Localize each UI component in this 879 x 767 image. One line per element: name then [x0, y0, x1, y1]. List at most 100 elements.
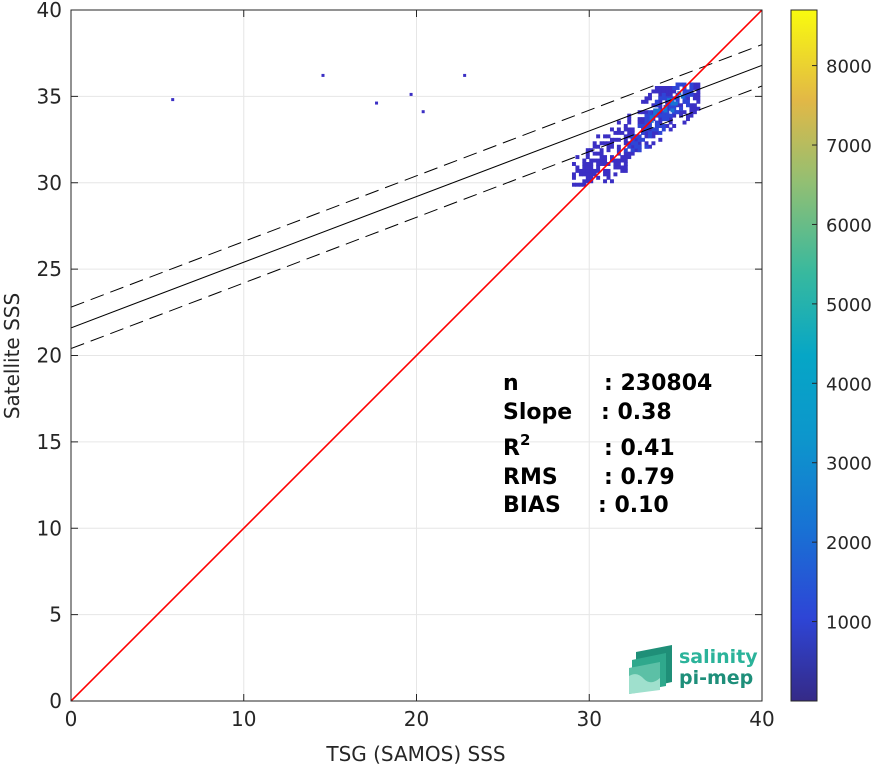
density-cell	[666, 98, 671, 103]
density-cell	[582, 172, 587, 177]
density-cell	[616, 144, 621, 149]
density-cell	[658, 113, 663, 118]
density-cell	[623, 141, 628, 146]
density-cell	[658, 89, 663, 94]
density-cell	[682, 110, 687, 115]
density-cell	[623, 168, 628, 173]
fit-upper-dashed-line	[71, 44, 762, 308]
outlier-cell	[421, 110, 425, 114]
density-cell	[575, 155, 580, 160]
density-cell	[644, 113, 649, 118]
density-cell	[571, 175, 576, 180]
stat-value: : 0.79	[604, 465, 675, 490]
density-cell	[647, 144, 652, 149]
density-cell	[603, 172, 608, 177]
y-tick-label: 35	[37, 84, 62, 108]
density-cell	[689, 82, 694, 87]
density-cell	[606, 168, 611, 173]
density-cell	[692, 82, 697, 87]
density-cell	[696, 92, 701, 97]
density-cell	[585, 162, 590, 166]
density-cell	[644, 99, 649, 104]
density-cell	[675, 82, 680, 87]
density-cell	[672, 124, 677, 128]
density-cell	[606, 172, 611, 177]
density-cell	[670, 108, 675, 113]
density-cell	[599, 141, 604, 146]
density-cell	[658, 103, 663, 108]
density-cell	[685, 89, 690, 94]
density-cell	[637, 120, 642, 125]
density-cell	[616, 120, 621, 125]
density-cell	[651, 103, 656, 108]
density-cell	[668, 113, 673, 118]
colorbar-tick-label: 1000	[826, 613, 872, 634]
density-cell	[654, 89, 659, 94]
density-cell	[609, 127, 614, 132]
density-cell	[644, 110, 649, 115]
density-cell	[647, 124, 652, 128]
density-cell	[613, 158, 618, 163]
density-cell	[647, 92, 652, 97]
density-cell	[689, 103, 694, 108]
density-cell	[627, 155, 632, 160]
density-cell	[685, 113, 690, 118]
density-cell	[582, 165, 587, 170]
colorbar-gradient	[791, 10, 817, 701]
density-cell	[599, 162, 604, 166]
colorbar-tick-label: 6000	[826, 215, 872, 236]
density-cell	[582, 182, 587, 187]
density-cell	[623, 148, 628, 153]
stat-value: : 230804	[604, 371, 712, 396]
density-cell	[682, 89, 687, 94]
density-cell	[585, 155, 590, 160]
density-cell	[644, 117, 649, 122]
density-cell	[685, 99, 690, 104]
x-axis-ticks: 0 10 20 30 40	[65, 10, 775, 731]
density-cell	[630, 144, 635, 149]
colorbar-tick-label: 5000	[826, 295, 872, 316]
salinity-pimep-logo: salinity pi-mep	[629, 645, 758, 694]
density-cell	[616, 127, 621, 132]
density-cell	[644, 96, 649, 101]
density-cell	[679, 82, 684, 87]
density-cell	[692, 92, 697, 97]
density-cell	[634, 137, 639, 142]
x-tick-label: 0	[65, 707, 78, 731]
y-tick-label: 5	[49, 603, 62, 627]
fit-lower-dashed-line	[71, 85, 762, 350]
density-cell	[689, 113, 694, 118]
y-tick-label: 30	[37, 171, 62, 195]
density-cell	[571, 162, 576, 166]
density-cell	[592, 151, 597, 156]
density-cell	[654, 86, 659, 90]
density-cell	[613, 162, 618, 166]
density-cell	[665, 92, 670, 97]
density-cell	[599, 151, 604, 156]
density-cell	[658, 124, 663, 128]
density-cell	[634, 141, 639, 146]
density-cell	[658, 99, 663, 104]
density-cell	[679, 113, 684, 118]
density-cell	[689, 106, 694, 111]
logo-text-salinity: salinity	[679, 646, 758, 668]
density-cell	[653, 108, 658, 113]
density-cell	[696, 99, 701, 104]
density-cell	[634, 144, 639, 149]
density-cell	[663, 108, 668, 113]
density-cell	[599, 155, 604, 160]
density-cell	[606, 148, 611, 153]
density-cell	[661, 124, 666, 128]
density-cell	[596, 162, 601, 166]
density-cell	[675, 96, 680, 101]
density-cell	[596, 175, 601, 180]
stat-value: : 0.41	[604, 436, 675, 461]
density-cell	[578, 182, 583, 187]
density-cell	[589, 158, 594, 163]
density-cell	[658, 96, 663, 101]
density-cell	[644, 141, 649, 146]
density-cell	[575, 182, 580, 187]
density-cell	[641, 137, 646, 142]
density-cell	[616, 137, 621, 142]
density-cell	[585, 175, 590, 180]
